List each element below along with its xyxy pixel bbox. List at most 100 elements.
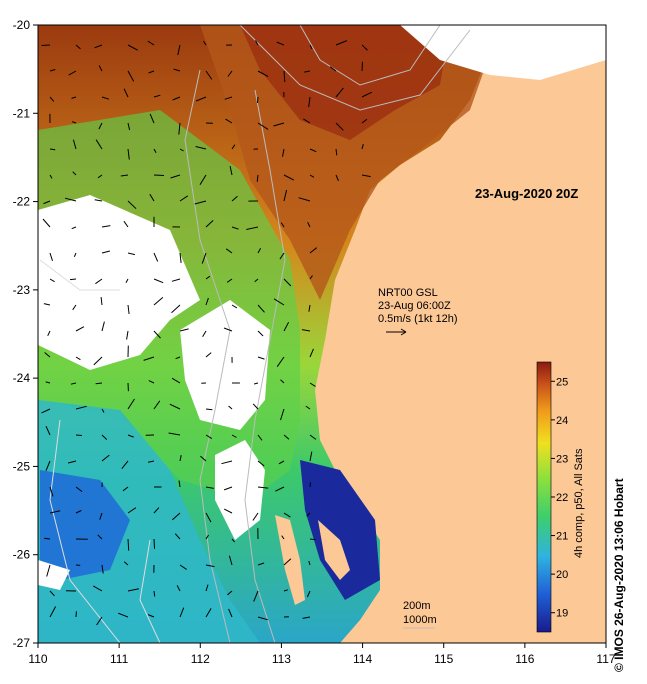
current-vector xyxy=(120,174,129,177)
current-vector xyxy=(176,585,181,592)
latitude-axis: -20 -21 -22 -23 -24 -25 -26 -27 xyxy=(13,18,38,650)
current-vector xyxy=(282,148,285,157)
current-vector xyxy=(283,174,295,181)
current-vector xyxy=(148,70,155,74)
current-vector xyxy=(301,329,311,332)
current-vector xyxy=(153,590,156,597)
current-vector xyxy=(70,382,77,385)
current-vector xyxy=(41,408,51,414)
no-data-region xyxy=(38,560,70,590)
current-vector xyxy=(94,199,103,202)
current-vector xyxy=(228,608,233,618)
colorbar xyxy=(536,361,552,633)
current-vector xyxy=(205,534,210,540)
current-vector xyxy=(361,118,368,124)
current-vector xyxy=(49,96,55,102)
current-vector xyxy=(97,534,103,540)
current-vector xyxy=(64,197,77,202)
current-vector xyxy=(253,590,259,602)
colorbar-tick-label: 20 xyxy=(556,569,568,581)
current-vector xyxy=(306,512,311,517)
contour-1000m xyxy=(139,539,161,643)
current-vector xyxy=(257,434,263,441)
legend-scale: 0.5m/s (1kt 12h) xyxy=(378,313,457,325)
current-vector xyxy=(43,303,51,306)
current-vector xyxy=(231,144,236,150)
current-vector xyxy=(153,400,161,410)
no-data-region xyxy=(38,195,200,370)
current-vector xyxy=(127,122,131,131)
lon-tick-label: 117 xyxy=(596,652,615,666)
current-vector xyxy=(335,174,339,182)
current-vector xyxy=(127,148,130,160)
colorbar-tick-label: 25 xyxy=(556,376,568,388)
current-vector xyxy=(203,40,207,46)
current-vector xyxy=(71,121,77,124)
current-vector xyxy=(170,174,181,179)
current-vector xyxy=(100,297,103,306)
current-vector xyxy=(223,508,233,514)
current-vector xyxy=(225,118,233,124)
plot-frame xyxy=(37,24,607,644)
current-vector xyxy=(73,252,77,258)
colorbar-tick-label: 23 xyxy=(556,453,568,465)
current-vector xyxy=(335,148,338,156)
current-vector xyxy=(303,118,311,124)
current-vector xyxy=(153,148,157,154)
current-vector xyxy=(45,381,51,384)
current-vector xyxy=(122,486,129,492)
current-vector xyxy=(153,507,160,514)
cool-water-region xyxy=(38,400,260,643)
current-vector xyxy=(179,455,182,462)
current-vector xyxy=(127,44,138,51)
current-vector xyxy=(149,193,155,202)
warm-water-region xyxy=(240,25,450,140)
current-vector xyxy=(195,96,207,102)
current-vector xyxy=(69,278,77,281)
current-vector xyxy=(75,44,81,50)
current-vector xyxy=(309,275,313,280)
current-vector xyxy=(246,226,259,230)
current-vector xyxy=(72,171,77,176)
current-vector xyxy=(361,174,371,178)
current-vector xyxy=(283,558,292,566)
current-vector xyxy=(49,174,53,179)
current-vector xyxy=(257,247,262,254)
current-vector xyxy=(179,607,185,618)
current-vector xyxy=(45,460,51,471)
map-title: 23-Aug-2020 20Z xyxy=(475,186,578,201)
current-vector xyxy=(361,44,368,51)
current-vector xyxy=(361,91,373,98)
current-vector xyxy=(179,564,187,570)
current-vector xyxy=(205,584,209,592)
current-vector xyxy=(99,512,103,520)
current-vector xyxy=(205,275,211,280)
current-vector xyxy=(49,590,55,597)
current-vector xyxy=(257,356,265,360)
current-vector xyxy=(231,538,236,543)
current-vector xyxy=(298,197,311,202)
current-vector xyxy=(283,321,290,332)
current-vector xyxy=(45,425,51,436)
contour-200m xyxy=(299,25,441,86)
current-vector xyxy=(95,278,103,285)
no-data-region xyxy=(180,300,270,430)
current-vector xyxy=(273,298,285,306)
current-vector xyxy=(329,66,337,72)
current-vector xyxy=(143,356,155,361)
colorbar-tick-label: 21 xyxy=(556,531,568,543)
contour-legend-1000m: 1000m xyxy=(403,614,437,626)
current-vector xyxy=(43,200,51,205)
current-vector xyxy=(283,589,288,592)
current-vector xyxy=(283,512,291,518)
legend-scale-arrow xyxy=(386,328,407,336)
current-vector xyxy=(127,588,139,592)
current-vector xyxy=(168,432,181,436)
current-vector xyxy=(280,408,285,421)
lon-tick-label: 112 xyxy=(191,652,210,666)
current-vector xyxy=(309,434,317,440)
current-vector xyxy=(92,585,103,592)
contour-1000m xyxy=(39,259,120,291)
current-vector xyxy=(257,122,269,130)
current-vector xyxy=(276,41,285,46)
